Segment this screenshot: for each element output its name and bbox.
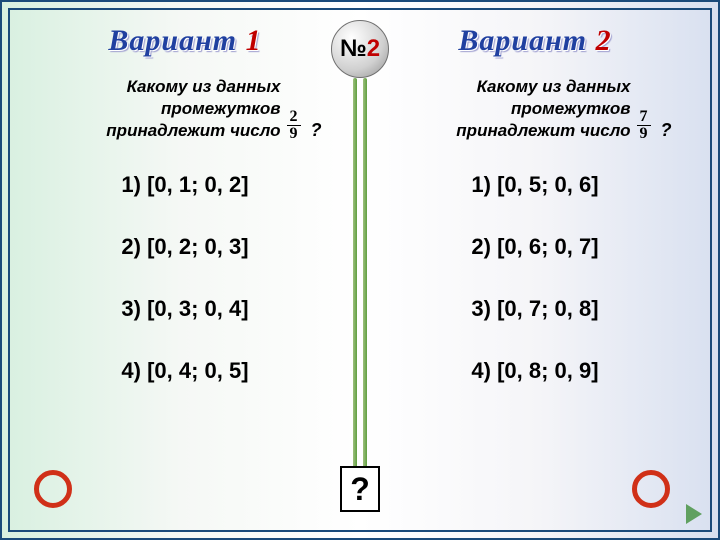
fraction-denominator: 9 <box>287 126 301 142</box>
divider-bar-right <box>363 78 367 473</box>
option-item: 2) [0, 2; 0, 3] <box>121 234 248 260</box>
column-left: Вариант 1 Какому из данных промежутков п… <box>10 10 360 530</box>
answer-ring-left[interactable] <box>34 470 72 508</box>
question-text: Какому из данных промежутков принадлежит… <box>49 76 281 142</box>
option-item: 1) [0, 1; 0, 2] <box>121 172 248 198</box>
badge-number: 2 <box>367 35 380 63</box>
answer-ring-right[interactable] <box>632 470 670 508</box>
variant-title-left: Вариант 1 <box>108 24 261 58</box>
center-divider <box>355 78 365 473</box>
bottom-question-mark: ? <box>350 471 370 508</box>
divider-bar-left <box>353 78 357 473</box>
fraction-left: 2 9 <box>287 109 301 142</box>
option-item: 3) [0, 3; 0, 4] <box>121 296 248 322</box>
fraction-right: 7 9 <box>637 109 651 142</box>
question-mark: ? <box>661 119 672 142</box>
option-item: 1) [0, 5; 0, 6] <box>471 172 598 198</box>
question-mark: ? <box>311 119 322 142</box>
variant-number: 2 <box>596 24 612 57</box>
fraction-numerator: 2 <box>287 109 301 126</box>
variant-number: 1 <box>246 24 262 57</box>
badge-symbol: № <box>340 35 367 63</box>
bottom-question-box[interactable]: ? <box>340 466 380 512</box>
options-right: 1) [0, 5; 0, 6] 2) [0, 6; 0, 7] 3) [0, 7… <box>471 172 598 384</box>
column-right: Вариант 2 Какому из данных промежутков п… <box>360 10 710 530</box>
variant-prefix: Вариант <box>458 24 587 57</box>
inner-frame: №2 Вариант 1 Какому из данных промежутко… <box>8 8 712 532</box>
question-left: Какому из данных промежутков принадлежит… <box>49 76 322 142</box>
problem-number-badge: №2 <box>331 20 389 78</box>
fraction-numerator: 7 <box>637 109 651 126</box>
fraction-denominator: 9 <box>637 126 651 142</box>
variant-prefix: Вариант <box>108 24 237 57</box>
question-right: Какому из данных промежутков принадлежит… <box>399 76 672 142</box>
option-item: 4) [0, 8; 0, 9] <box>471 358 598 384</box>
slide: №2 Вариант 1 Какому из данных промежутко… <box>0 0 720 540</box>
next-arrow-icon[interactable] <box>686 504 702 524</box>
option-item: 3) [0, 7; 0, 8] <box>471 296 598 322</box>
option-item: 4) [0, 4; 0, 5] <box>121 358 248 384</box>
option-item: 2) [0, 6; 0, 7] <box>471 234 598 260</box>
variant-title-right: Вариант 2 <box>458 24 611 58</box>
options-left: 1) [0, 1; 0, 2] 2) [0, 2; 0, 3] 3) [0, 3… <box>121 172 248 384</box>
question-text: Какому из данных промежутков принадлежит… <box>399 76 631 142</box>
